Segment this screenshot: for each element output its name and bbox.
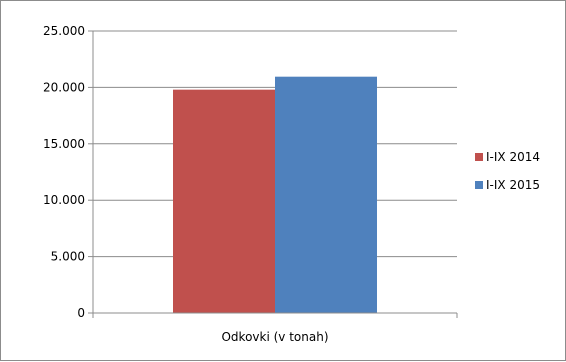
legend-label: I-IX 2015 <box>486 178 540 192</box>
legend-swatch <box>475 153 483 161</box>
axes <box>88 30 458 318</box>
bars <box>173 76 377 314</box>
y-tick-label: 15.000 <box>43 137 85 151</box>
legend-swatch <box>475 181 483 189</box>
y-tick-label: 25.000 <box>43 24 85 38</box>
legend: I-IX 2014 I-IX 2015 <box>475 150 540 192</box>
x-category-label: Odkovki (v tonah) <box>221 330 328 344</box>
y-tick-label: 10.000 <box>43 193 85 207</box>
y-tick-label: 20.000 <box>43 80 85 94</box>
bar-i-ix-2014 <box>173 89 275 313</box>
y-tick-label: 0 <box>77 306 85 320</box>
y-tick-labels: 0 5.000 10.000 15.000 20.000 25.000 <box>43 24 85 320</box>
legend-label: I-IX 2014 <box>486 150 540 164</box>
y-tick-label: 5.000 <box>51 250 85 264</box>
x-category-labels: Odkovki (v tonah) <box>221 330 328 344</box>
bar-i-ix-2015 <box>275 76 377 314</box>
